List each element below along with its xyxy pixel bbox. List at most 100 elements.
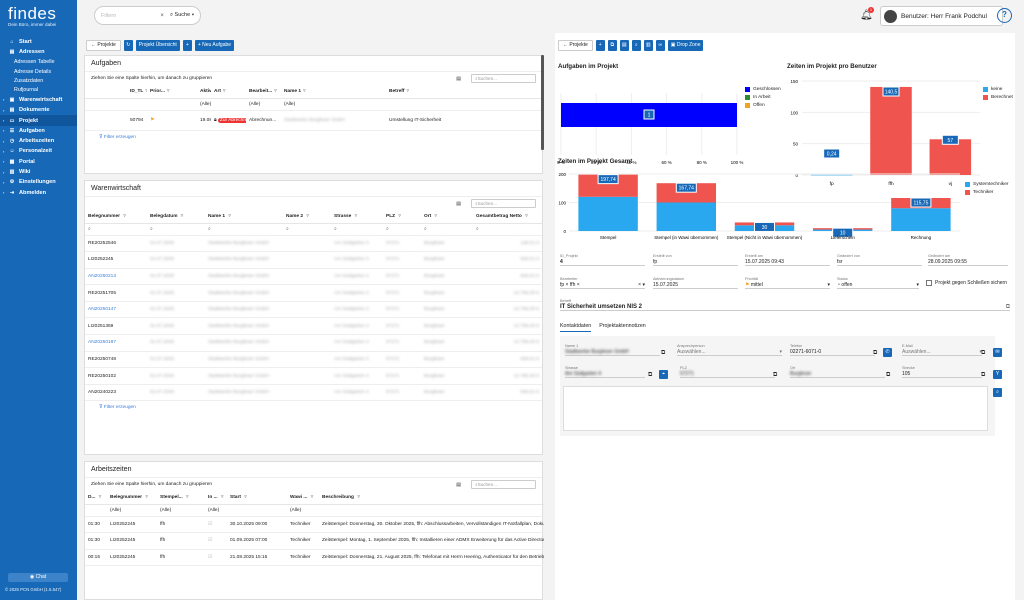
bar-segment[interactable] <box>656 202 717 232</box>
filter-cell[interactable]: ⌕ <box>473 223 542 236</box>
column-header-wawi[interactable]: Wawi ... ▿ <box>287 491 319 505</box>
column-header-gesamtbetrag-netto[interactable]: Gesamtbetrag Netto ▿ <box>473 210 542 224</box>
filter-cell[interactable]: ⌕ <box>331 223 383 236</box>
copy-icon[interactable]: ⧉ <box>1005 304 1010 310</box>
column-header-name-1[interactable]: Name 1 ▿ <box>281 85 386 99</box>
filter-icon[interactable]: ▿ <box>433 213 437 219</box>
notes-textarea[interactable] <box>563 386 988 431</box>
bell-icon[interactable]: 🔔︎ <box>860 10 873 21</box>
legend-item[interactable]: Offen <box>745 101 781 109</box>
column-header-name-1[interactable]: Name 1 ▿ <box>205 210 283 224</box>
filter-icon[interactable]: ▿ <box>353 213 358 219</box>
column-header-belegdatum[interactable]: Belegdatum ▿ <box>147 210 205 224</box>
filter-icon[interactable]: ▿ <box>356 494 360 500</box>
filter-cell[interactable]: (Alle) <box>157 504 205 517</box>
column-header-plz[interactable]: PLZ ▿ <box>383 210 421 224</box>
filter-icon[interactable]: ▿ <box>305 213 309 219</box>
filter-icon[interactable]: ▿ <box>523 213 528 219</box>
aufgaben-search-input[interactable]: ⌕ Suchen... <box>471 74 536 83</box>
filter-icon[interactable]: ▿ <box>122 213 126 219</box>
drop-zone-button[interactable]: ▣ Drop Zone <box>667 40 704 51</box>
filter-icon[interactable]: ▿ <box>145 88 147 94</box>
legend-item[interactable]: In Arbeit <box>745 93 781 101</box>
filter-icon[interactable]: ▿ <box>303 88 306 94</box>
table-row[interactable]: RE20250748 01.07.2025 Stadtwerke Burgleser… <box>85 351 542 369</box>
column-header-in[interactable]: In ... ▿ <box>205 491 227 505</box>
table-row[interactable]: LI20251359 01.07.2025 Stadtwerke Burgleser… <box>85 317 542 336</box>
checkbox-box[interactable] <box>926 280 932 286</box>
search-scope-select[interactable]: ⌕ Suche ▾ <box>170 12 194 19</box>
filter-cell[interactable]: (Alle) <box>281 98 386 111</box>
filter-cell[interactable] <box>211 98 246 111</box>
back-button[interactable]: ← Projekte <box>558 40 593 51</box>
copy-icon[interactable]: ⧉ <box>773 372 778 378</box>
email-select[interactable]: E-Mail Auswählen... ▾ <box>902 344 982 356</box>
filter-cell[interactable] <box>386 98 544 111</box>
sidebar-item-personalzeit[interactable]: › ☺ Personalzeit <box>0 146 77 156</box>
ansprechperson-select[interactable]: Ansprechperson Auswählen... ▾ <box>677 344 782 356</box>
add-button[interactable]: + <box>182 40 192 51</box>
filter-cell[interactable] <box>227 504 287 517</box>
filter-cell[interactable]: (Alle) <box>107 504 157 517</box>
filter-cell[interactable] <box>319 504 544 517</box>
reload-button[interactable]: ↻ <box>123 40 133 51</box>
column-header-belegnummer[interactable]: Belegnummer ▿ <box>85 210 147 224</box>
sidebar-subitem-adresse-details[interactable]: Adresse Details <box>14 68 52 75</box>
link-button[interactable]: ∞ <box>655 40 665 51</box>
column-header-name-2[interactable]: Name 2 ▿ <box>283 210 331 224</box>
add-button[interactable]: + <box>595 40 605 51</box>
clear-icon[interactable]: × <box>160 12 164 19</box>
aufgaben-filter-link[interactable]: ⊽ Filter erzeugen <box>85 131 542 144</box>
column-header-belegnummer[interactable]: Belegnummer ▿ <box>107 491 157 505</box>
az-search-input[interactable]: ⌕ Suchen... <box>471 480 536 489</box>
filter-icon[interactable]: ▿ <box>274 88 277 94</box>
table-row[interactable]: AN20250187 01.07.2025 Stadtwerke Burgleser… <box>85 334 542 352</box>
copy-icon[interactable]: ⧉ <box>873 350 878 356</box>
column-header-strasse[interactable]: Strasse ▿ <box>331 210 383 224</box>
sidebar-item-start[interactable]: ⌂ Start <box>0 37 77 47</box>
table-row[interactable]: AN20240223 01.07.2025 Stadtwerke Burgleser… <box>85 384 542 402</box>
export-icon[interactable]: ▤ <box>456 200 461 207</box>
column-header-beschreibung[interactable]: Beschreibung ▿ <box>319 491 544 505</box>
status-select[interactable]: Status ◔ offen ▾ <box>837 277 919 289</box>
bar-segment[interactable] <box>578 196 638 231</box>
filter-icon[interactable]: ▿ <box>97 494 102 500</box>
filter-cell[interactable]: (Alle) <box>197 98 211 111</box>
prioritaet-select[interactable]: Priorität ⚑ mittel ▾ <box>745 277 830 289</box>
table-row[interactable]: AN20250213 01.07.2025 Stadtwerke Burgleser… <box>85 268 542 286</box>
tab-kontaktdaten[interactable]: Kontaktdaten <box>560 323 592 332</box>
new-task-button[interactable]: + Neu Aufgabe <box>194 40 235 51</box>
global-search[interactable]: Filtern × ⌕ Suche ▾ <box>94 6 201 25</box>
sidebar-item-abmelden[interactable]: › ⇥ Abmelden <box>0 187 77 197</box>
column-header-art[interactable]: Art ▿ <box>211 85 246 99</box>
filter-icon[interactable]: ▿ <box>184 494 189 500</box>
bearbeiter-field[interactable]: Bearbeiter fp × ffh × × ▾ <box>560 277 645 289</box>
filter-cell[interactable] <box>147 98 197 111</box>
filter-icon[interactable]: ▿ <box>242 494 247 500</box>
table-row[interactable]: LI20252245 01.07.2025 Stadtwerke Burgleser… <box>85 251 542 269</box>
sidebar-item-aufgaben[interactable]: › ☰ Aufgaben <box>0 126 77 136</box>
bearbeiter-tags[interactable]: fp × ffh × × ▾ <box>560 282 645 288</box>
filter-cell[interactable] <box>127 98 147 111</box>
table-row[interactable]: 01:30 LI20252245 ffh ☑ 30.10.2025 09:00 Techn… <box>85 516 544 534</box>
filter-cell[interactable]: ⌕ <box>283 223 331 236</box>
table-row[interactable]: RE20251705 01.07.2025 Stadtwerke Burgleser… <box>85 284 542 302</box>
table-row[interactable]: RE20252546 01.07.2025 Stadtwerke Burgleser… <box>85 235 542 253</box>
back-button[interactable]: ← Projekte <box>86 40 121 51</box>
map-pin-icon[interactable]: ⌖ <box>659 370 668 379</box>
filter-icon[interactable]: ▿ <box>166 88 170 94</box>
bar[interactable] <box>929 139 972 175</box>
export-icon[interactable]: ▤ <box>456 75 461 82</box>
filter-icon[interactable]: ▿ <box>219 494 224 500</box>
table-row[interactable]: 00:15 LI20252245 ffh ☑ 21.08.2025 15:15 Techn… <box>85 549 544 567</box>
project-overview-button[interactable]: Projekt Übersicht <box>135 40 180 51</box>
filter-icon[interactable]: ▿ <box>406 88 409 94</box>
copy-icon[interactable]: ⧉ <box>661 350 666 356</box>
filter-icon[interactable]: ▿ <box>144 494 148 500</box>
legend-item[interactable]: Systemtechniker <box>965 180 1008 188</box>
filter-cell[interactable]: ⌕ <box>383 223 421 236</box>
sidebar-item-warenwirtschaft[interactable]: › ▣ Warenwirtschaft <box>0 95 77 105</box>
export-icon[interactable]: ▤ <box>456 481 461 488</box>
mail-icon[interactable]: ✉ <box>993 348 1002 357</box>
logo[interactable]: findes <box>8 4 57 23</box>
